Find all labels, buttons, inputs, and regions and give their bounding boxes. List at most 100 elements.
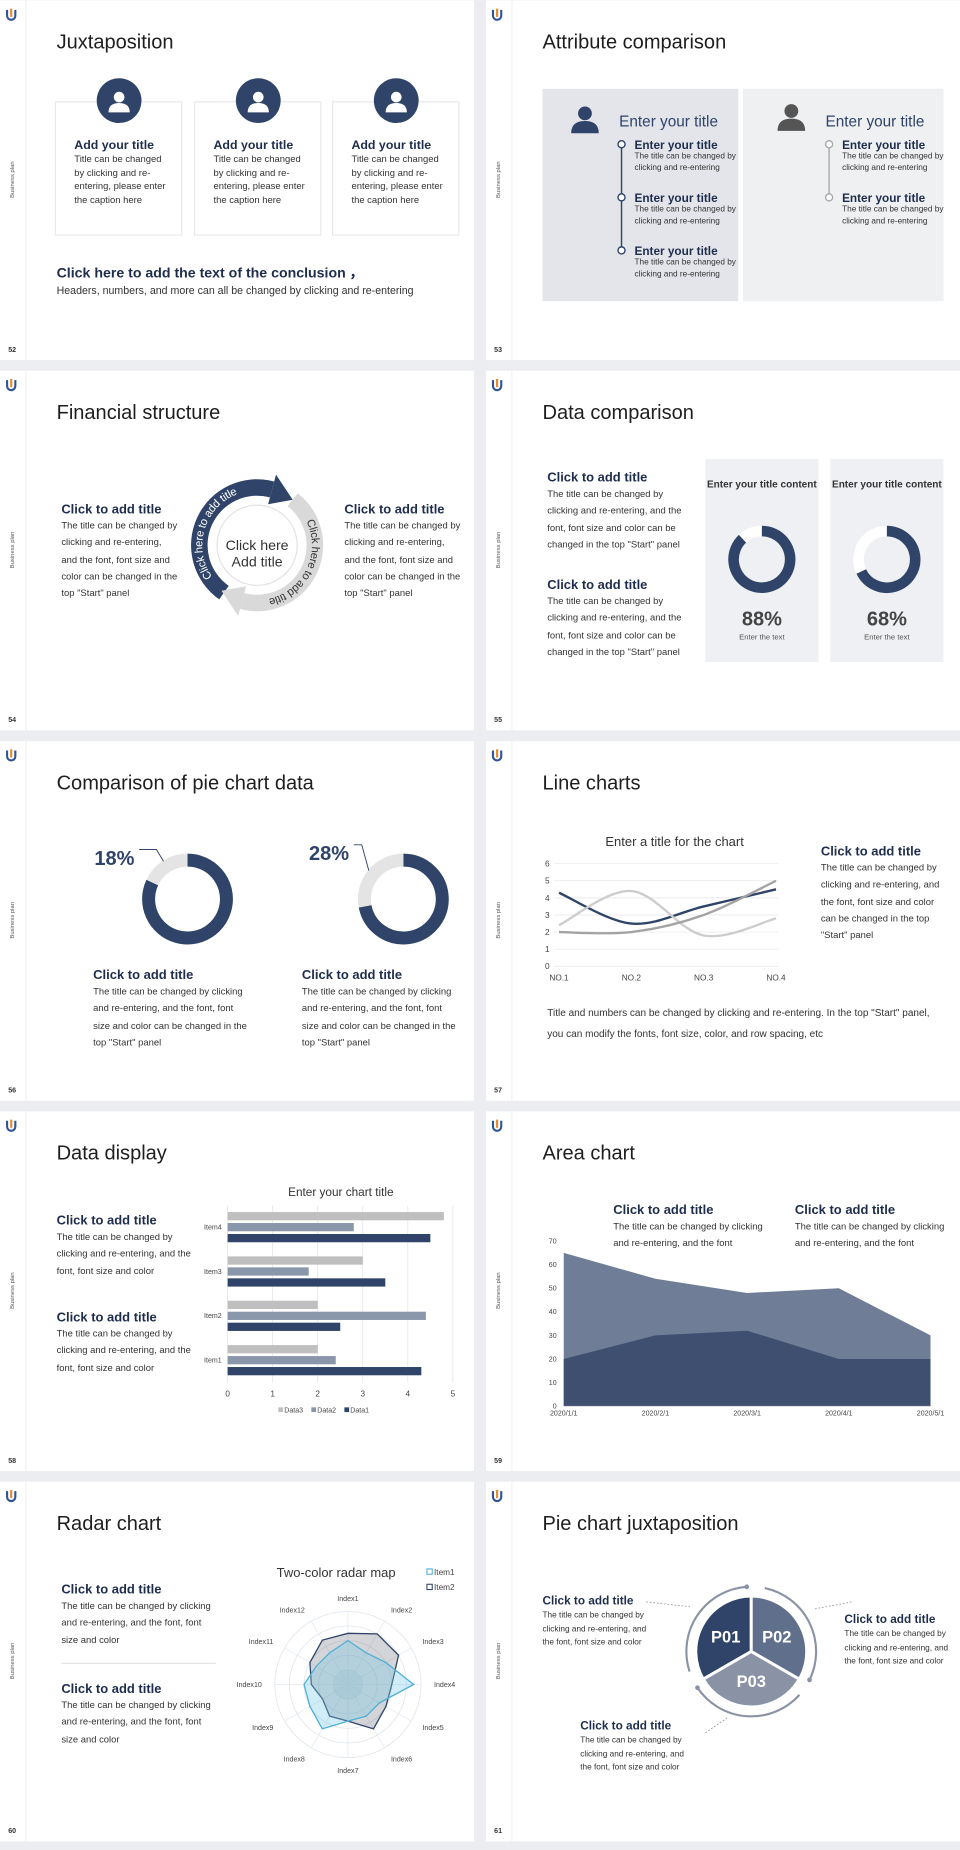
legend-swatch [426, 1583, 433, 1591]
icon-body [108, 102, 130, 113]
outer-ring [696, 1687, 801, 1718]
block-text-box: The title can be changed by clicking and… [613, 1221, 763, 1249]
y-tick-label: 70 [549, 1238, 557, 1245]
block-text-box: The title can be changed by clicking and… [821, 862, 940, 940]
card-text-box: Title can be changed by clicking and re-… [74, 154, 165, 205]
axis-label: Index11 [249, 1639, 274, 1646]
page-number: 52 [8, 347, 16, 354]
item-title: Enter your title [634, 192, 718, 205]
y-tick-label: 2 [545, 928, 550, 937]
item-title: Enter your title [634, 245, 718, 258]
stat-card [705, 459, 819, 663]
center-circle [216, 504, 298, 586]
logo [6, 9, 17, 21]
slide [0, 1481, 475, 1842]
card-title: Add your title [351, 138, 431, 152]
block-text-box: The title can be changed by clicking and… [56, 1328, 191, 1373]
icon-body [385, 102, 407, 113]
line-series [559, 879, 777, 935]
legend-swatch [311, 1407, 317, 1413]
block-title: Click to add title [61, 1582, 161, 1597]
donut-arc [358, 853, 404, 908]
radar-series [303, 1639, 415, 1730]
conclusion-text: Headers, numbers, and more can all be ch… [56, 284, 414, 297]
block-title: Click to add title [795, 1202, 895, 1217]
y-tick-label: 40 [549, 1309, 557, 1316]
donut-arc [146, 853, 188, 886]
y-tick-label: 6 [545, 860, 550, 869]
card-text: Title can be changed by clicking and re-… [351, 153, 443, 205]
legend-label: Data2 [317, 1408, 336, 1415]
card [54, 101, 183, 236]
bar [227, 1267, 309, 1276]
item-text: The title can be changed by clicking and… [842, 205, 944, 226]
y-tick-label: 60 [549, 1262, 557, 1269]
axis-label: Index1 [337, 1596, 358, 1603]
block-text: The title can be changed by clicking and… [547, 488, 682, 550]
x-tick-label: 2020/4/1 [825, 1411, 853, 1418]
side-label: Business plan [496, 1272, 502, 1309]
axis-label: Index10 [237, 1682, 262, 1689]
icon-body [571, 121, 599, 134]
page-number: 53 [494, 347, 502, 354]
y-tick-label: 0 [553, 1404, 557, 1411]
x-tick-label: 2020/3/1 [733, 1411, 761, 1418]
arrow-head [221, 586, 247, 616]
slide [0, 741, 475, 1101]
block-text: The title can be changed by clicking and… [61, 1699, 211, 1745]
panel-heading: Enter your title [826, 114, 925, 131]
block-text-box: The title can be changed by clicking and… [93, 986, 247, 1047]
icon-body [777, 118, 806, 131]
block-text: The title can be changed by clicking and… [56, 1328, 191, 1373]
y-tick-label: 4 [545, 894, 550, 903]
item-text: The title can be changed by clicking and… [634, 152, 736, 173]
card-title: Add your title [74, 138, 154, 152]
slide [0, 1111, 475, 1472]
segment-label: P02 [762, 1629, 791, 1647]
block-text: The title can be changed by clicking and… [613, 1221, 763, 1249]
item-text-box: The title can be changed by clicking and… [634, 152, 736, 173]
axis-label: Index12 [280, 1607, 305, 1614]
slide-title: Pie chart juxtaposition [543, 1513, 739, 1535]
block-text: The title can be changed by clicking and… [61, 1600, 211, 1646]
conclusion-text-box: Headers, numbers, and more can all be ch… [56, 284, 414, 297]
side-label: Business plan [496, 902, 502, 939]
stat-heading-box: Enter your title content [707, 478, 817, 490]
bar [227, 1223, 354, 1232]
center-text: Click here [226, 537, 289, 553]
slide-title: Data display [57, 1143, 167, 1165]
card-title: Add your title [213, 138, 293, 152]
block-title: Click to add title [580, 1719, 671, 1732]
legend-label: Item2 [434, 1583, 455, 1592]
center-text: Add title [232, 553, 283, 569]
slide-title: Comparison of pie chart data [57, 772, 315, 794]
logo [491, 9, 503, 21]
x-tick-label: NO.4 [766, 973, 786, 982]
connector [813, 1601, 852, 1610]
outer-ring [764, 1586, 818, 1681]
line-series [558, 889, 777, 938]
slide-title: Area chart [543, 1143, 636, 1165]
block-text-box: The title can be changed by clicking and… [61, 1600, 211, 1646]
timeline-dot [617, 193, 626, 202]
note-text: Title and numbers can be changed by clic… [547, 1006, 930, 1040]
block-title: Click to add title [57, 1213, 157, 1228]
y-tick-label: 30 [549, 1333, 557, 1340]
x-tick-label: 4 [406, 1390, 411, 1399]
bar [227, 1212, 444, 1221]
side-label: Business plan [10, 1272, 16, 1309]
axis-label: Index8 [284, 1756, 305, 1763]
item-text: The title can be changed by clicking and… [634, 258, 736, 279]
bar [227, 1300, 318, 1309]
y-tick-label: 0 [545, 962, 550, 971]
block-text-box: The title can be changed by clicking and… [61, 520, 177, 598]
leader-line [353, 844, 370, 871]
leader-line [139, 849, 164, 862]
chart-title: Enter a title for the chart [605, 834, 744, 849]
y-tick-label: 20 [549, 1356, 557, 1363]
donut-label: 28% [309, 843, 349, 865]
side-label: Business plan [496, 161, 502, 198]
chart-title: Two-color radar map [277, 1565, 396, 1580]
block-title: Click to add title [547, 470, 647, 485]
